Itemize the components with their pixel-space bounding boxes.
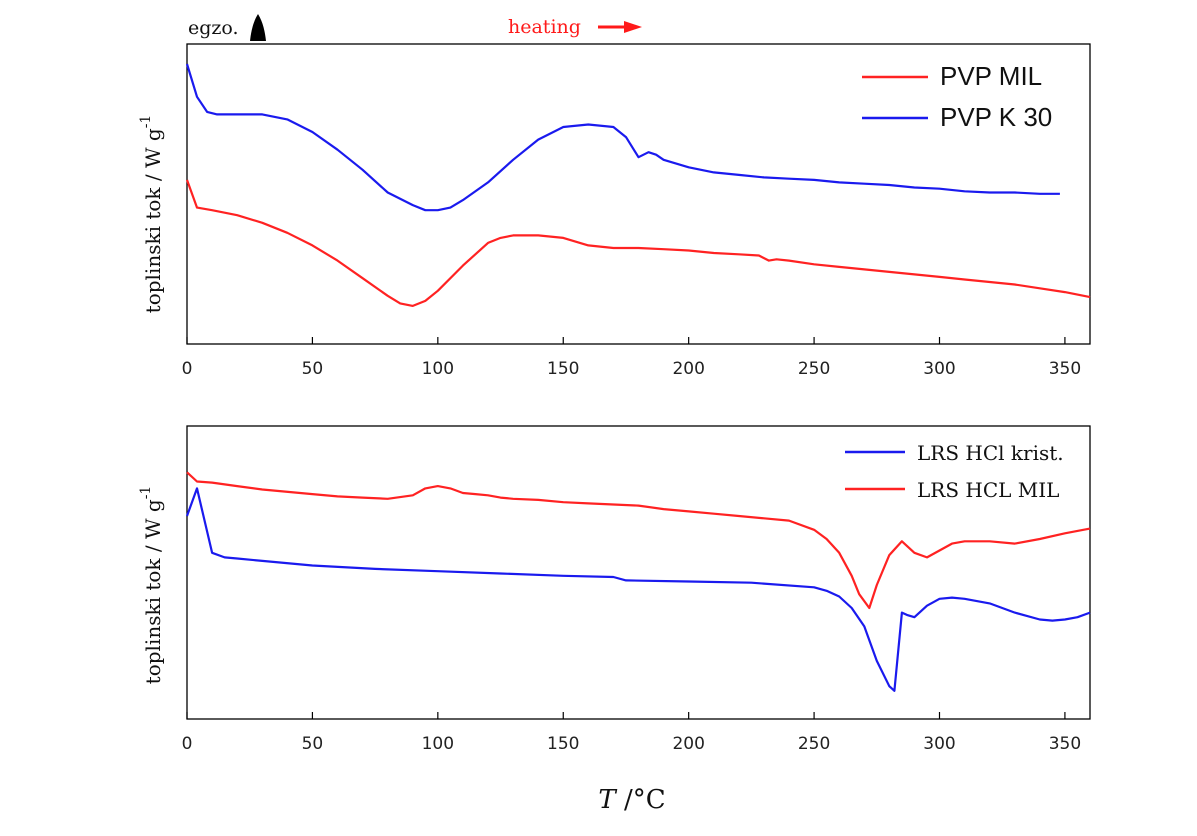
x-tick-label: 250 [798,359,830,379]
bottom-plot-frame [186,425,1091,720]
x-tick-label: 100 [422,734,454,754]
bottom-series-lines [185,471,1091,692]
x-tick-label: 50 [302,734,324,754]
x-tick-label: 0 [182,359,193,379]
legend-label: LRS HCl krist. [917,441,1064,465]
x-tick-label: 350 [1049,359,1081,379]
legend-label: PVP K 30 [940,102,1052,132]
legend-label: PVP MIL [940,61,1042,91]
x-tick-label: 300 [923,359,955,379]
series-line-pvp-k-30 [185,63,1060,212]
x-tick-label: 200 [672,359,704,379]
top-x-ticks: 0 50 100 150 200 250 300 350 [182,337,1081,379]
bottom-panel: 0 50 100 150 200 250 300 350 toplinski tok / W … [138,425,1091,754]
x-tick-label: 300 [923,734,955,754]
bottom-x-ticks: 0 50 100 150 200 250 300 350 [182,712,1081,754]
legend-label: LRS HCL MIL [917,478,1059,502]
top-y-axis-label: toplinski tok / W g-1 [138,115,165,314]
x-tick-label: 350 [1049,734,1081,754]
x-tick-label: 50 [302,359,324,379]
heating-arrow-icon [598,21,642,33]
series-line-lrs-hcl-krist- [185,487,1091,692]
top-panel: 0 50 100 150 200 250 300 350 toplinski tok / W … [138,43,1091,379]
heating-label: heating [508,16,581,38]
x-tick-label: 150 [547,734,579,754]
series-line-lrs-hcl-mil [186,471,1091,610]
x-tick-label: 100 [422,359,454,379]
top-plot-frame [186,43,1091,345]
x-tick-label: 0 [182,734,193,754]
series-line-pvp-mil [185,179,1091,307]
exo-arrow-icon [250,14,266,41]
x-axis-label: T /°C [598,785,665,815]
x-tick-label: 200 [672,734,704,754]
x-tick-label: 250 [798,734,830,754]
bottom-legend: LRS HCl krist. LRS HCL MIL [845,441,1064,502]
top-series-lines [185,63,1091,307]
top-legend: PVP MIL PVP K 30 [862,61,1052,132]
bottom-y-axis-label: toplinski tok / W g-1 [138,486,165,685]
x-tick-label: 150 [547,359,579,379]
exo-label: egzo. [188,17,239,39]
